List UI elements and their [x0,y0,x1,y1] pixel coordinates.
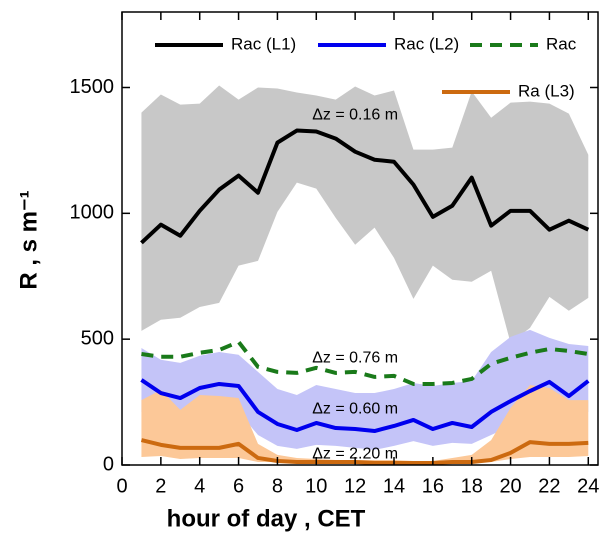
legend-label: Ra (L3) [518,81,575,100]
y-axis-label: R , s m⁻¹ [15,190,42,289]
x-tick-label: 2 [155,475,166,497]
y-tick-label: 1000 [70,202,115,224]
x-tick-label: 14 [383,475,405,497]
x-axis-label: hour of day , CET [167,505,366,532]
annotation: Δz = 2.20 m [312,446,398,463]
y-tick-label: 500 [81,327,114,349]
series-line [140,378,590,434]
plot-frame [121,11,599,466]
x-tick-label: 8 [272,475,283,497]
band [141,384,589,462]
x-tick-label: 18 [461,475,483,497]
x-tick-label: 16 [422,475,444,497]
band [141,85,589,343]
annotation: Δz = 0.16 m [312,106,398,123]
band [141,329,589,450]
x-tick-label: 0 [116,475,127,497]
x-tick-label: 20 [499,475,521,497]
series-line [140,128,590,245]
x-tick-label: 10 [305,475,327,497]
legend-label: Rac (L2) [394,34,459,53]
x-tick-label: 12 [344,475,366,497]
series-line [140,438,589,465]
legend-label: Rac (L1) [231,34,296,53]
annotation: Δz = 0.60 m [312,400,398,417]
y-tick-label: 0 [103,453,114,475]
x-tick-label: 6 [233,475,244,497]
y-tick-label: 1500 [70,76,115,98]
x-tick-label: 24 [577,475,599,497]
legend-label: Rac [546,34,577,53]
annotation: Δz = 0.76 m [312,349,398,366]
x-tick-label: 4 [194,475,205,497]
x-tick-label: 22 [538,475,560,497]
series-line [141,339,589,386]
